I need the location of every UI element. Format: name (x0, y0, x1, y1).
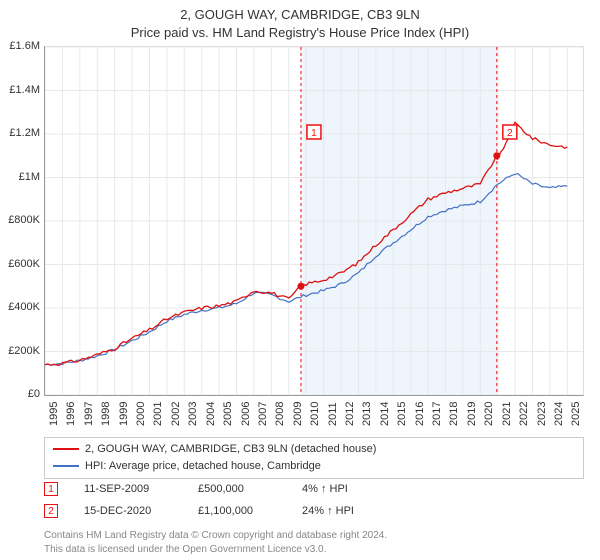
x-tick-label: 2000 (135, 402, 147, 426)
chart-plot-area: 12 (44, 46, 584, 396)
y-tick-label: £400K (0, 301, 40, 313)
marker-price: £1,100,000 (198, 505, 278, 517)
footer-line-1: Contains HM Land Registry data © Crown c… (44, 529, 584, 543)
footer-line-2: This data is licensed under the Open Gov… (44, 543, 584, 557)
x-tick-label: 2003 (187, 402, 199, 426)
x-tick-label: 2019 (466, 402, 478, 426)
footer: Contains HM Land Registry data © Crown c… (44, 529, 584, 556)
marker-date: 11-SEP-2009 (84, 483, 174, 495)
x-tick-label: 2007 (257, 402, 269, 426)
legend-item-subject: 2, GOUGH WAY, CAMBRIDGE, CB3 9LN (detach… (53, 441, 575, 458)
x-tick-label: 2024 (553, 402, 565, 426)
x-tick-label: 2017 (431, 402, 443, 426)
marker-price: £500,000 (198, 483, 278, 495)
marker-table: 1 11-SEP-2009 £500,000 4% ↑ HPI 2 15-DEC… (44, 478, 584, 522)
legend-item-hpi: HPI: Average price, detached house, Camb… (53, 458, 575, 475)
x-tick-label: 1999 (118, 402, 130, 426)
x-tick-label: 1997 (83, 402, 95, 426)
x-tick-label: 2015 (396, 402, 408, 426)
marker-row-1: 1 11-SEP-2009 £500,000 4% ↑ HPI (44, 478, 584, 500)
x-tick-label: 2018 (448, 402, 460, 426)
y-tick-label: £1.2M (0, 127, 40, 139)
x-tick-label: 2013 (361, 402, 373, 426)
legend-swatch (53, 465, 79, 467)
x-tick-label: 2022 (518, 402, 530, 426)
x-tick-label: 2014 (379, 402, 391, 426)
y-tick-label: £0 (0, 388, 40, 400)
marker-pct: 24% ↑ HPI (302, 505, 412, 517)
marker-badge-2: 2 (44, 504, 58, 518)
svg-text:1: 1 (311, 128, 317, 139)
legend: 2, GOUGH WAY, CAMBRIDGE, CB3 9LN (detach… (44, 437, 584, 479)
x-tick-label: 2008 (274, 402, 286, 426)
x-tick-label: 2011 (327, 402, 339, 426)
y-tick-label: £1.6M (0, 40, 40, 52)
x-tick-label: 2009 (292, 402, 304, 426)
y-axis-ticks: £0£200K£400K£600K£800K£1M£1.2M£1.4M£1.6M (0, 46, 42, 396)
x-tick-label: 1998 (100, 402, 112, 426)
svg-text:2: 2 (507, 128, 513, 139)
marker-row-2: 2 15-DEC-2020 £1,100,000 24% ↑ HPI (44, 500, 584, 522)
legend-label: 2, GOUGH WAY, CAMBRIDGE, CB3 9LN (detach… (85, 441, 376, 458)
x-tick-label: 2005 (222, 402, 234, 426)
x-tick-label: 2001 (152, 402, 164, 426)
x-tick-label: 2006 (240, 402, 252, 426)
page-subtitle: Price paid vs. HM Land Registry's House … (0, 25, 600, 40)
x-tick-label: 2004 (205, 402, 217, 426)
x-tick-label: 1995 (48, 402, 60, 426)
y-tick-label: £600K (0, 258, 40, 270)
marker-date: 15-DEC-2020 (84, 505, 174, 517)
y-tick-label: £1M (0, 171, 40, 183)
x-tick-label: 2020 (483, 402, 495, 426)
x-tick-label: 2021 (501, 402, 513, 426)
chart-svg: 12 (45, 47, 583, 395)
y-tick-label: £1.4M (0, 84, 40, 96)
legend-label: HPI: Average price, detached house, Camb… (85, 458, 321, 475)
marker-pct: 4% ↑ HPI (302, 483, 412, 495)
x-tick-label: 2002 (170, 402, 182, 426)
x-tick-label: 1996 (65, 402, 77, 426)
x-tick-label: 2016 (414, 402, 426, 426)
legend-swatch (53, 448, 79, 450)
marker-badge-1: 1 (44, 482, 58, 496)
page-title: 2, GOUGH WAY, CAMBRIDGE, CB3 9LN (0, 0, 600, 24)
x-tick-label: 2025 (570, 402, 582, 426)
y-tick-label: £800K (0, 214, 40, 226)
x-tick-label: 2010 (309, 402, 321, 426)
y-tick-label: £200K (0, 345, 40, 357)
x-tick-label: 2012 (344, 402, 356, 426)
x-axis-ticks: 1995 1996 1997 1998 1999 2000 2001 2002 2003 2004… (44, 396, 584, 436)
x-tick-label: 2023 (536, 402, 548, 426)
